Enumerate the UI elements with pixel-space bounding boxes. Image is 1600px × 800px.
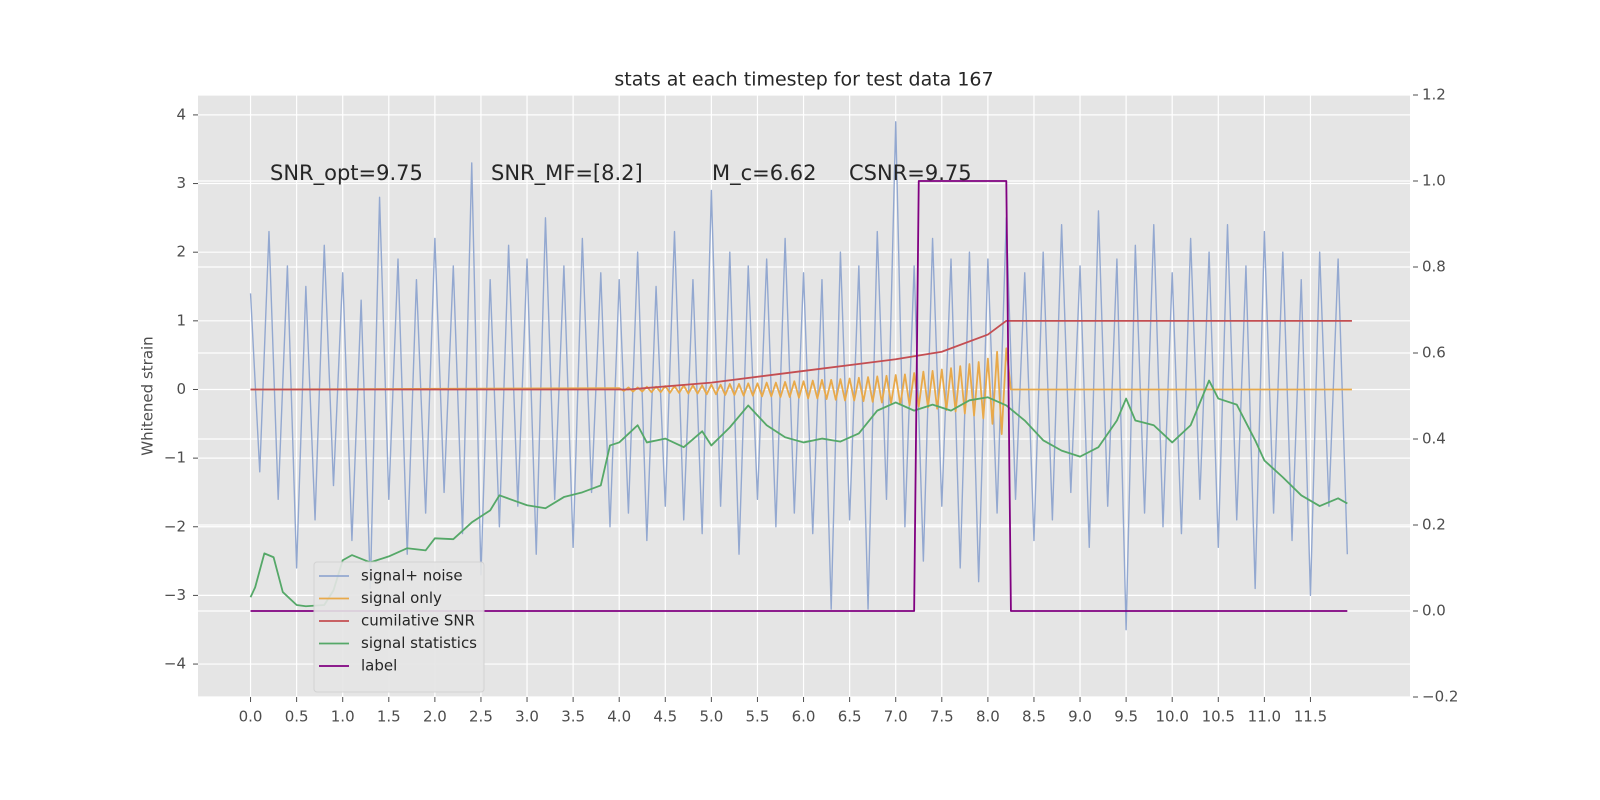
y-tick-label: 2	[176, 243, 186, 261]
y-tick-label: 0	[176, 380, 186, 398]
y-axis-label: Whitened strain	[139, 336, 157, 455]
y2-tick-label: 1.0	[1422, 172, 1446, 190]
y2-tick-label: −0.2	[1422, 688, 1458, 706]
x-tick-label: 2.5	[469, 708, 493, 726]
legend-label: label	[361, 657, 397, 675]
series-line	[250, 347, 1352, 435]
annotation: M_c=6.62	[712, 161, 817, 186]
x-tick-label: 4.5	[653, 708, 677, 726]
x-tick-label: 3.0	[515, 708, 539, 726]
plot	[249, 121, 1352, 631]
series-line	[249, 379, 1348, 608]
y-tick-label: 1	[176, 311, 186, 329]
x-tick-label: 9.5	[1114, 708, 1138, 726]
x-tick-label: 11.5	[1294, 708, 1327, 726]
series-line	[249, 121, 1349, 631]
x-tick-label: 6.5	[838, 708, 862, 726]
y2-tick-label: 1.2	[1422, 86, 1446, 104]
x-tick-label: 8.0	[976, 708, 1000, 726]
y2-tick-label: 0.0	[1422, 602, 1446, 620]
x-tick-label: 1.5	[377, 708, 401, 726]
x-tick-label: 5.0	[699, 708, 723, 726]
annotation: CSNR=9.75	[849, 161, 972, 185]
y2-tick-label: 0.4	[1422, 430, 1446, 448]
x-tick-label: 5.5	[746, 708, 770, 726]
annotation: SNR_MF=[8.2]	[491, 161, 643, 186]
legend-label: signal statistics	[361, 634, 477, 652]
y-tick-label: −1	[164, 449, 186, 467]
legend-box	[313, 561, 485, 693]
series-line	[250, 180, 1348, 612]
y-tick-label: 3	[176, 174, 186, 192]
x-tick-label: 0.5	[285, 708, 309, 726]
legend-label: signal only	[361, 589, 442, 607]
x-tick-label: 10.5	[1202, 708, 1235, 726]
x-tick-label: 4.0	[607, 708, 631, 726]
legend-label: cumilative SNR	[361, 612, 475, 630]
annotation: SNR_opt=9.75	[270, 161, 423, 186]
chart-title: stats at each timestep for test data 167	[614, 69, 993, 91]
x-tick-label: 6.0	[792, 708, 816, 726]
y2-tick-label: 0.8	[1422, 258, 1446, 276]
x-tick-label: 9.0	[1068, 708, 1092, 726]
y-tick-label: −3	[164, 586, 186, 604]
series-line	[250, 319, 1352, 391]
x-tick-label: 7.5	[930, 708, 954, 726]
y-tick-label: −2	[164, 517, 186, 535]
y2-tick-label: 0.2	[1422, 516, 1446, 534]
x-tick-label: 8.5	[1022, 708, 1046, 726]
x-tick-label: 11.0	[1248, 708, 1281, 726]
x-tick-label: 1.0	[331, 708, 355, 726]
x-tick-label: 3.5	[561, 708, 585, 726]
legend-label: signal+ noise	[361, 567, 463, 585]
x-tick-label: 2.0	[423, 708, 447, 726]
x-tick-label: 10.0	[1156, 708, 1189, 726]
x-tick-label: 7.0	[884, 708, 908, 726]
y2-tick-label: 0.6	[1422, 344, 1446, 362]
y-tick-label: 4	[176, 105, 186, 123]
y-tick-label: −4	[164, 655, 186, 673]
x-tick-label: 0.0	[239, 708, 263, 726]
